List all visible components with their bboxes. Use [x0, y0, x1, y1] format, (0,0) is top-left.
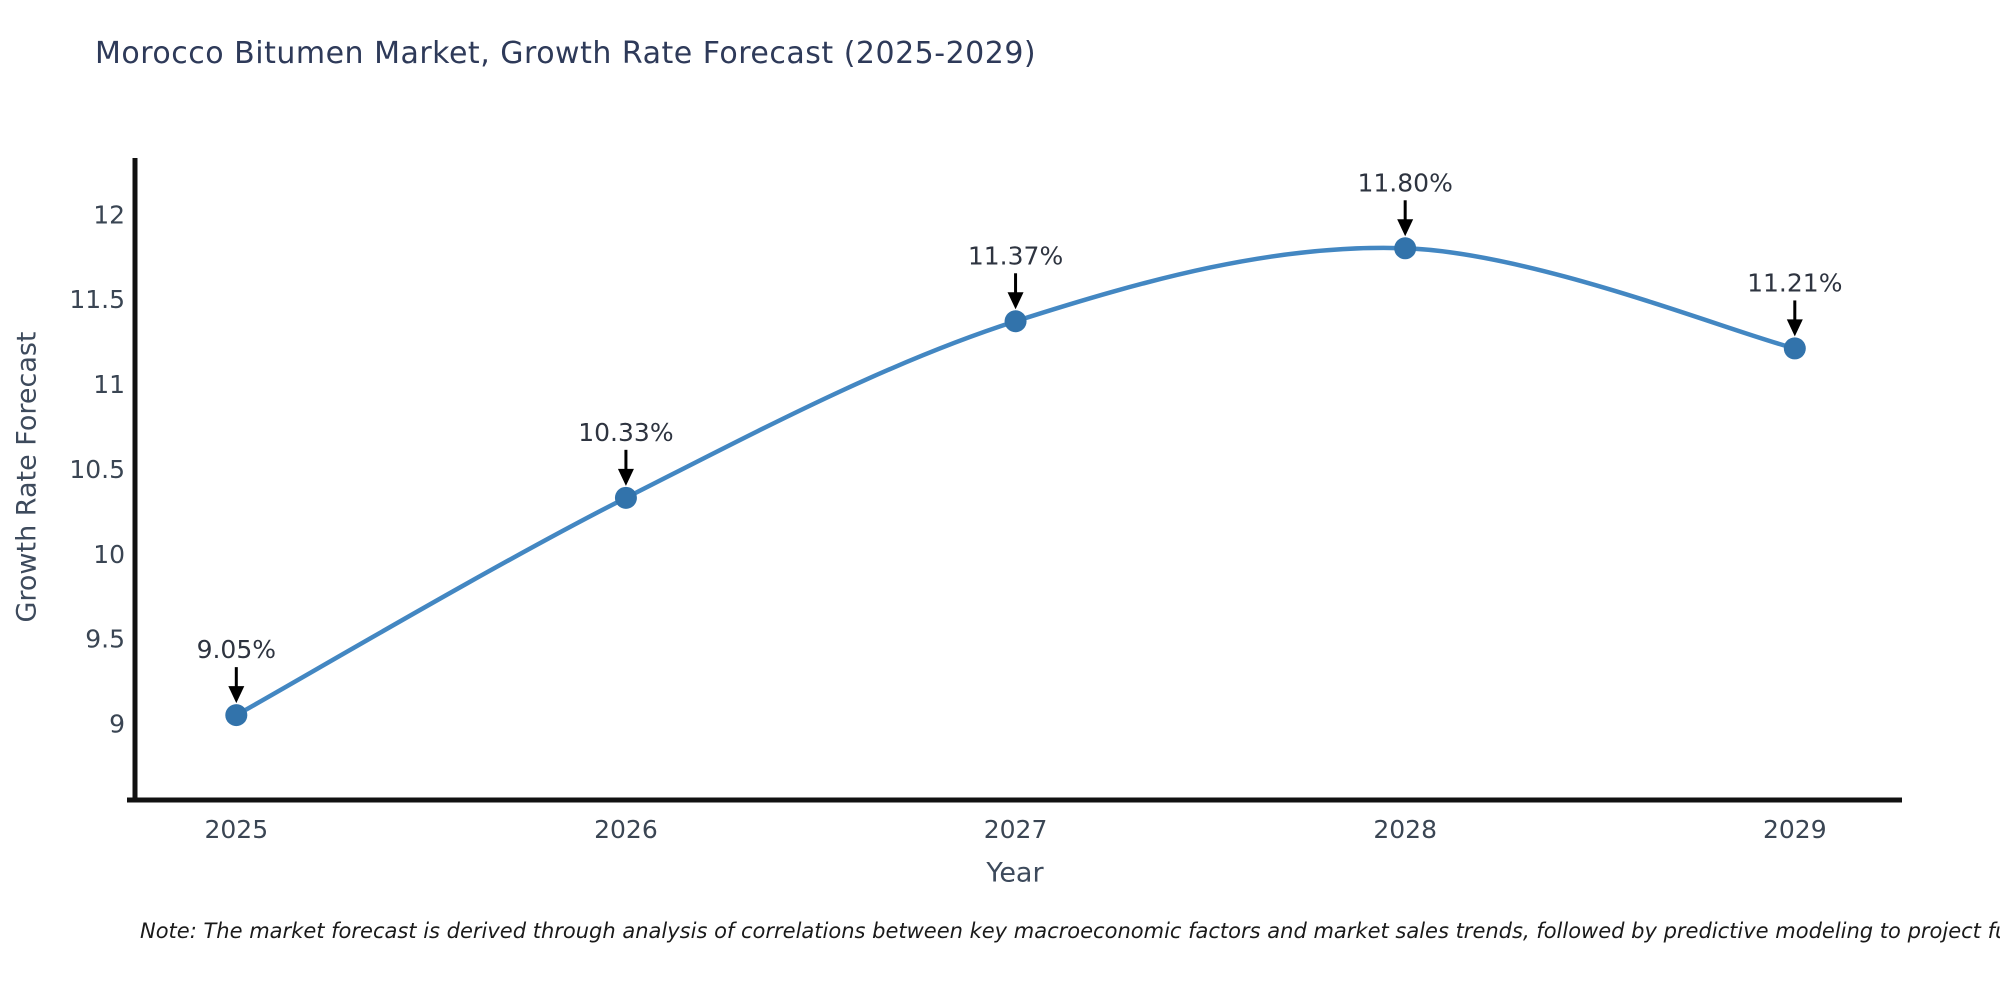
data-point-label: 11.21% [1747, 268, 1842, 297]
y-tick-label: 10 [93, 540, 125, 569]
data-point-marker [1004, 310, 1027, 333]
x-axis-title: Year [986, 857, 1044, 889]
data-point-label: 11.37% [968, 241, 1063, 270]
x-tick-label: 2028 [1373, 815, 1437, 844]
x-tick-label: 2029 [1763, 815, 1827, 844]
y-tick-label: 9 [109, 710, 125, 739]
y-tick-label: 12 [93, 200, 125, 229]
annotation-arrow-head [617, 468, 634, 486]
data-point-marker [1394, 237, 1417, 260]
data-point-label: 11.80% [1358, 168, 1453, 197]
annotation-arrow-head [1786, 319, 1803, 337]
data-point-label: 10.33% [578, 418, 673, 447]
y-tick-label: 11.5 [69, 285, 125, 314]
annotation-arrow-head [1007, 292, 1024, 310]
x-tick-label: 2025 [204, 815, 268, 844]
data-point-marker [614, 486, 637, 509]
y-tick-label: 11 [93, 370, 125, 399]
annotation-arrow-head [1397, 219, 1414, 237]
chart-title: Morocco Bitumen Market, Growth Rate Fore… [95, 36, 1037, 71]
data-point-label: 9.05% [197, 635, 276, 664]
footnote: Note: The market forecast is derived thr… [140, 919, 2000, 943]
y-tick-label: 10.5 [69, 455, 125, 484]
y-tick-label: 9.5 [85, 625, 125, 654]
x-tick-label: 2027 [984, 815, 1048, 844]
y-axis-title: Growth Rate Forecast [11, 331, 43, 623]
data-point-marker [1783, 337, 1806, 360]
data-point-marker [225, 704, 248, 727]
annotation-arrow-head [228, 686, 245, 704]
x-tick-label: 2026 [594, 815, 658, 844]
